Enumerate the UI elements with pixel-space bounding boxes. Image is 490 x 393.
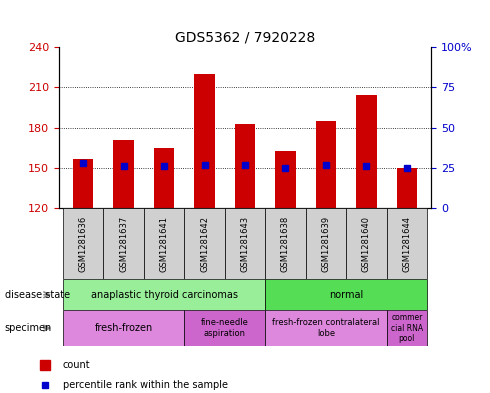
Text: normal: normal: [329, 290, 363, 300]
Bar: [154, 148, 174, 208]
Text: GSM1281640: GSM1281640: [362, 216, 371, 272]
Text: GSM1281637: GSM1281637: [119, 215, 128, 272]
Text: fine-needle
aspiration: fine-needle aspiration: [201, 318, 249, 338]
Bar: [103, 208, 144, 279]
Bar: [356, 95, 376, 208]
Text: GSM1281636: GSM1281636: [78, 215, 88, 272]
Bar: [346, 208, 387, 279]
Bar: [114, 140, 134, 208]
Bar: [265, 208, 306, 279]
Bar: [225, 208, 265, 279]
Text: GSM1281642: GSM1281642: [200, 216, 209, 272]
Bar: [63, 208, 103, 279]
Bar: [73, 159, 93, 208]
Text: count: count: [63, 360, 90, 371]
Bar: [265, 279, 427, 310]
Title: GDS5362 / 7920228: GDS5362 / 7920228: [175, 31, 315, 44]
Bar: [184, 310, 265, 346]
Bar: [387, 310, 427, 346]
Bar: [235, 124, 255, 208]
Bar: [306, 208, 346, 279]
Text: GSM1281643: GSM1281643: [241, 216, 249, 272]
Bar: [144, 208, 184, 279]
Bar: [63, 310, 184, 346]
Bar: [184, 208, 225, 279]
Text: GSM1281644: GSM1281644: [402, 216, 412, 272]
Bar: [265, 310, 387, 346]
Bar: [387, 208, 427, 279]
Text: GSM1281639: GSM1281639: [321, 216, 330, 272]
Text: GSM1281638: GSM1281638: [281, 215, 290, 272]
Text: specimen: specimen: [5, 323, 52, 333]
Text: fresh-frozen contralateral
lobe: fresh-frozen contralateral lobe: [272, 318, 380, 338]
Text: anaplastic thyroid carcinomas: anaplastic thyroid carcinomas: [91, 290, 238, 300]
Text: GSM1281641: GSM1281641: [160, 216, 169, 272]
Text: commer
cial RNA
pool: commer cial RNA pool: [391, 313, 423, 343]
Bar: [397, 168, 417, 208]
Bar: [316, 121, 336, 208]
Bar: [275, 151, 295, 208]
Text: fresh-frozen: fresh-frozen: [95, 323, 153, 333]
Bar: [63, 279, 265, 310]
Bar: [195, 74, 215, 208]
Text: percentile rank within the sample: percentile rank within the sample: [63, 380, 228, 390]
Text: disease state: disease state: [5, 290, 70, 300]
